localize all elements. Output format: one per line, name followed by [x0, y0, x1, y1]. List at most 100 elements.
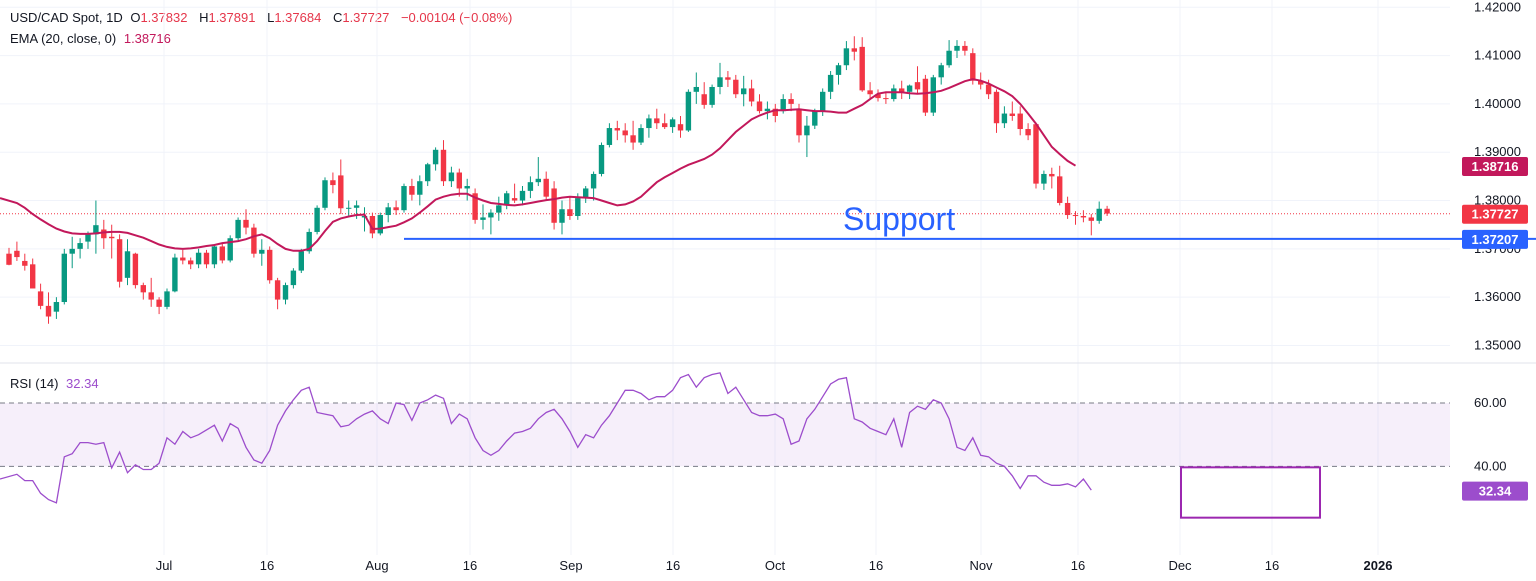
symbol-label: USD/CAD Spot, 1D [10, 10, 123, 25]
candle [140, 282, 146, 300]
candle-body [930, 77, 936, 113]
candle-body [812, 111, 818, 126]
price-badges: 1.38716 1.37727 1.37207 32.34 [1462, 156, 1528, 501]
candle [748, 79, 755, 107]
candle [590, 171, 597, 201]
candle-body [417, 181, 423, 195]
candle [535, 157, 541, 187]
candle [1033, 123, 1039, 189]
candle [646, 114, 652, 138]
candle-body [22, 260, 28, 266]
candle [504, 190, 510, 210]
ema-badge-text: 1.38716 [1472, 159, 1519, 174]
rsi-badge-text: 32.34 [1479, 484, 1512, 499]
candle [148, 277, 154, 307]
candle-body [733, 79, 739, 95]
candle-body [946, 50, 952, 66]
candle-body [504, 193, 510, 206]
support-annotation[interactable]: Support [843, 201, 955, 237]
candle-body [954, 45, 960, 51]
candle-body [203, 252, 210, 265]
candle-body [701, 94, 707, 105]
ema-label: EMA (20, close, 0) [10, 31, 117, 46]
candle-body [219, 246, 225, 261]
candle-body [77, 243, 83, 249]
support-badge: 1.37207 [1462, 229, 1528, 249]
price-axis: 1.420001.410001.400001.390001.380001.370… [1474, 0, 1521, 353]
candle [346, 200, 352, 218]
candle [124, 239, 131, 286]
high-label: H1.37891 [199, 10, 256, 25]
candle-body [1096, 208, 1102, 221]
candle-body [583, 188, 589, 199]
time-axis: Jul 16 Aug 16 Sep 16 Oct 16 Nov 16 Dec 16 2026 [156, 558, 1393, 573]
candle [669, 117, 676, 133]
time-tick-label: Sep [559, 558, 582, 573]
candle [922, 74, 929, 116]
candle-body [259, 249, 265, 254]
candle [448, 166, 455, 188]
candle-body [764, 108, 771, 112]
candle [843, 41, 850, 71]
change-label: −0.00104 (−0.08%) [400, 10, 513, 25]
candle-body [401, 186, 407, 211]
candle [290, 268, 297, 289]
candle [385, 202, 391, 223]
rsi-axis: 60.00 40.00 [1474, 395, 1507, 473]
candle-body [1080, 216, 1087, 218]
candle [954, 40, 960, 58]
candle [859, 37, 865, 92]
candle-body [677, 124, 684, 131]
rsi-label: RSI (14) [10, 376, 59, 391]
candle [741, 75, 747, 107]
candle [614, 120, 620, 141]
candle [946, 40, 952, 68]
ema-badge-bg [1462, 156, 1528, 176]
candle-body [772, 108, 778, 116]
candle [717, 62, 723, 95]
rsi-highlight-box[interactable] [1180, 466, 1321, 519]
candle [377, 212, 383, 236]
candle [132, 252, 139, 289]
candle-body [346, 207, 352, 209]
rsi-band [0, 403, 1450, 467]
candle [638, 124, 644, 145]
candle-body [867, 90, 873, 95]
candle-body [1025, 129, 1031, 136]
candle-body [804, 125, 810, 136]
candle-body [922, 78, 929, 113]
candle-body [188, 260, 194, 265]
candle [583, 186, 589, 203]
time-tick-label: 16 [869, 558, 883, 573]
last-price-badge-text: 1.37727 [1472, 207, 1519, 222]
candle-body [172, 257, 178, 292]
candle-body [195, 252, 202, 265]
candle-body [211, 246, 218, 265]
candle [77, 238, 83, 259]
candle-body [132, 253, 139, 286]
candle [456, 168, 462, 197]
candle [827, 71, 834, 100]
candle-body [630, 135, 636, 143]
time-tick-label: 16 [463, 558, 477, 573]
candle [733, 74, 739, 99]
candle [496, 196, 502, 221]
candle [361, 207, 368, 232]
rsi-value: 32.34 [66, 376, 99, 391]
candle-body [741, 88, 747, 95]
candle-body [543, 178, 549, 197]
candle [227, 235, 233, 263]
candle-body [614, 128, 620, 131]
candle-body [1072, 215, 1079, 217]
rsi-tick-label: 60.00 [1474, 395, 1507, 410]
candle [519, 186, 526, 206]
candle-body [140, 285, 146, 293]
candle [630, 120, 636, 150]
candle-body [993, 91, 1000, 124]
candle [764, 101, 771, 120]
price-tick-label: 1.42000 [1474, 0, 1521, 14]
candle-body [1104, 208, 1110, 214]
candle [685, 89, 692, 132]
candle [1009, 101, 1015, 121]
